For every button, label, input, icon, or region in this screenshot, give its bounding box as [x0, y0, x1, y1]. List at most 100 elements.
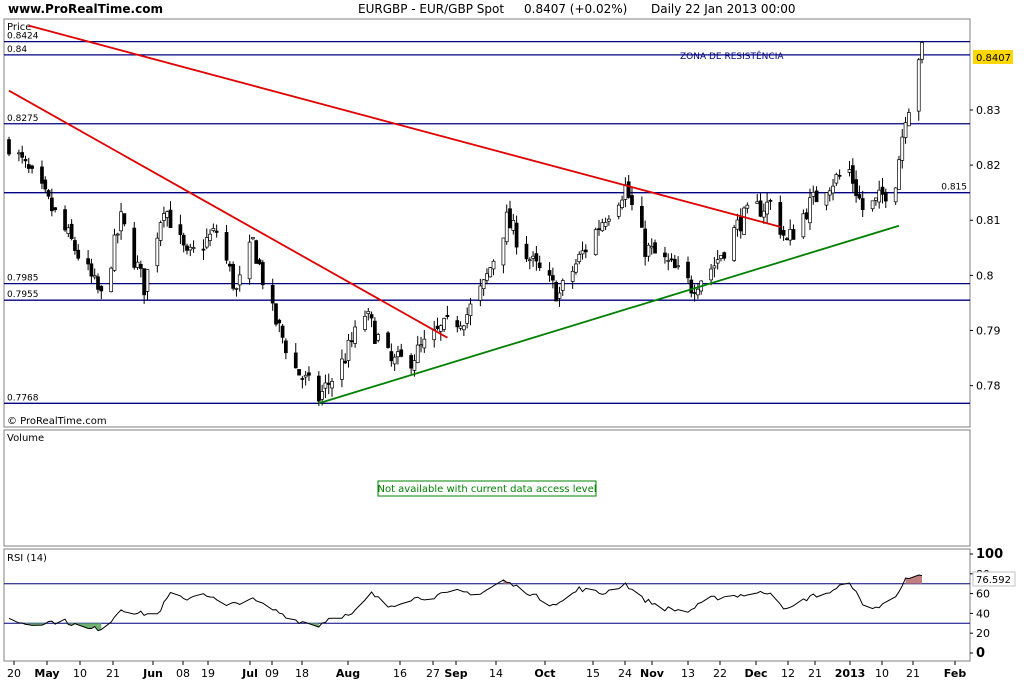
current-value-label: 0.8407	[976, 53, 1011, 64]
x-tick-label: 21	[906, 667, 920, 680]
candle-body	[340, 358, 344, 380]
candle-body	[135, 261, 140, 268]
candle-body	[580, 250, 585, 255]
rsi-y-tick-label: 0	[976, 646, 985, 661]
candle-body	[191, 247, 196, 249]
candle-body	[465, 314, 470, 324]
candle-body	[709, 268, 713, 281]
candle-body	[488, 267, 493, 278]
candle-body	[392, 356, 397, 365]
candle-body	[376, 334, 381, 341]
x-tick-label: 24	[618, 667, 632, 680]
rsi-y-axis: 020406080100	[970, 547, 1003, 661]
candle-body	[280, 325, 285, 338]
x-tick-label: 22	[713, 667, 727, 680]
candle-body	[69, 223, 74, 240]
candle-body	[227, 263, 232, 267]
candle-body	[323, 382, 328, 389]
rsi-value-label: 76.592	[976, 575, 1011, 586]
rsi-y-tick-label: 40	[976, 607, 990, 620]
trendline-red-long	[28, 24, 781, 228]
candle-body	[478, 285, 483, 301]
rsi-y-tick-label: 100	[976, 547, 1003, 562]
candle-body	[442, 318, 446, 330]
candle-body	[30, 165, 34, 169]
candle-body	[883, 191, 888, 202]
x-tick-label: Dec	[744, 667, 767, 680]
y-tick-label: 0.8	[976, 269, 994, 282]
candle-body	[201, 248, 206, 251]
candle-body	[277, 319, 282, 324]
x-tick-label: Sep	[444, 667, 467, 680]
candle-body	[208, 233, 212, 241]
candle-body	[860, 198, 865, 210]
trendline-red-short	[8, 89, 448, 339]
site-label: www.ProRealTime.com	[8, 2, 163, 16]
candle-body	[481, 279, 486, 290]
candle-body	[181, 234, 186, 246]
price-panel	[3, 18, 971, 428]
candle-body	[603, 221, 608, 227]
candle-body	[112, 234, 117, 271]
candle-body	[214, 230, 219, 233]
candle-body	[755, 201, 760, 204]
x-tick-label: 12	[781, 667, 795, 680]
candle-body	[415, 344, 420, 364]
candle-body	[715, 259, 720, 264]
x-tick-label: Oct	[534, 667, 555, 680]
candle-body	[445, 315, 450, 318]
candle-body	[623, 184, 628, 200]
candle-body	[142, 268, 146, 296]
candle-body	[346, 339, 351, 361]
candle-body	[86, 258, 90, 265]
volume-notice: Not available with current data access l…	[377, 484, 596, 495]
candle-body	[508, 208, 512, 229]
candle-body	[537, 262, 542, 269]
resistance-zone-label: ZONA DE RESISTÊNCIA	[680, 50, 784, 62]
candle-body	[53, 207, 57, 211]
y-tick-label: 0.81	[976, 214, 1001, 227]
candle-body	[132, 227, 137, 268]
candle-body	[560, 280, 565, 291]
candle-body	[781, 230, 786, 236]
last-price: 0.8407 (+0.02%)	[524, 2, 627, 16]
candle-body	[373, 320, 377, 344]
candle-body	[458, 325, 463, 329]
candle-body	[920, 42, 924, 60]
candle-body	[804, 212, 809, 220]
candle-body	[145, 269, 150, 292]
candle-body	[270, 284, 275, 304]
candle-body	[43, 179, 48, 190]
candle-body	[643, 228, 648, 257]
candle-body	[343, 360, 348, 364]
level-label: 0.84	[7, 45, 27, 55]
x-tick-label: 21	[808, 667, 822, 680]
x-tick-label: 2013	[835, 667, 866, 680]
candle-body	[531, 255, 535, 259]
candle-body	[732, 227, 737, 261]
candle-body	[165, 211, 170, 218]
candle-body	[50, 197, 54, 212]
candle-body	[237, 274, 242, 286]
candle-body	[870, 200, 875, 210]
candle-body	[257, 259, 262, 265]
x-tick-label: 08	[176, 667, 190, 680]
candle-body	[738, 216, 743, 232]
candle-body	[897, 159, 901, 190]
candle-body	[389, 351, 394, 362]
candle-body	[326, 382, 331, 385]
candle-body	[511, 220, 516, 231]
level-label: 0.7768	[7, 393, 39, 403]
x-tick-label: Aug	[336, 667, 360, 680]
x-tick-label: Jul	[241, 667, 258, 680]
rsi-value-tag	[972, 571, 1016, 587]
candle-body	[742, 207, 746, 235]
candle-body	[66, 227, 71, 234]
candle-body	[758, 200, 763, 217]
candle-body	[719, 255, 723, 259]
candle-body	[557, 292, 562, 299]
candle-body	[626, 181, 631, 198]
candle-body	[827, 190, 832, 196]
candle-body	[40, 166, 44, 184]
